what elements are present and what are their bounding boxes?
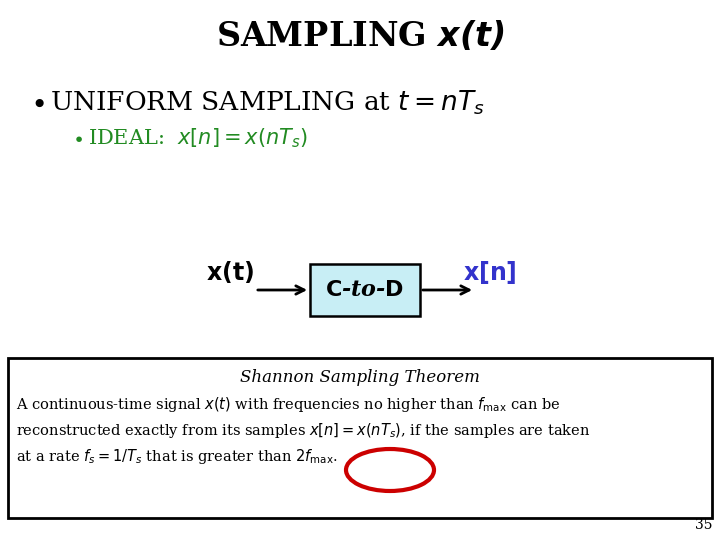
Text: $\bullet$: $\bullet$ bbox=[72, 129, 83, 147]
FancyBboxPatch shape bbox=[310, 264, 420, 316]
Text: A continuous-time signal $x(t)$ with frequencies no higher than $f_{\rm max}$ ca: A continuous-time signal $x(t)$ with fre… bbox=[16, 395, 561, 414]
Text: reconstructed exactly from its samples $x[n] = x(nT_s)$, if the samples are take: reconstructed exactly from its samples $… bbox=[16, 421, 590, 440]
Text: $\mathbf{C}$-to-$\mathbf{D}$: $\mathbf{C}$-to-$\mathbf{D}$ bbox=[325, 279, 405, 301]
Text: at a rate $f_s = 1/T_s$ that is greater than $2f_{\rm max}$.: at a rate $f_s = 1/T_s$ that is greater … bbox=[16, 447, 338, 465]
Text: UNIFORM SAMPLING at $t = nT_s$: UNIFORM SAMPLING at $t = nT_s$ bbox=[50, 89, 485, 117]
Text: IDEAL:  $x[n] = x(nT_s)$: IDEAL: $x[n] = x(nT_s)$ bbox=[88, 126, 308, 150]
Text: Shannon Sampling Theorem: Shannon Sampling Theorem bbox=[240, 369, 480, 387]
Text: $\mathbf{x(t)}$: $\mathbf{x(t)}$ bbox=[206, 259, 254, 285]
Text: SAMPLING $\bfit{x(t)}$: SAMPLING $\bfit{x(t)}$ bbox=[216, 19, 504, 53]
Text: $\bullet$: $\bullet$ bbox=[30, 90, 45, 117]
FancyBboxPatch shape bbox=[8, 358, 712, 518]
Text: 35: 35 bbox=[695, 518, 712, 532]
Text: $\mathbf{x[n]}$: $\mathbf{x[n]}$ bbox=[463, 259, 517, 286]
